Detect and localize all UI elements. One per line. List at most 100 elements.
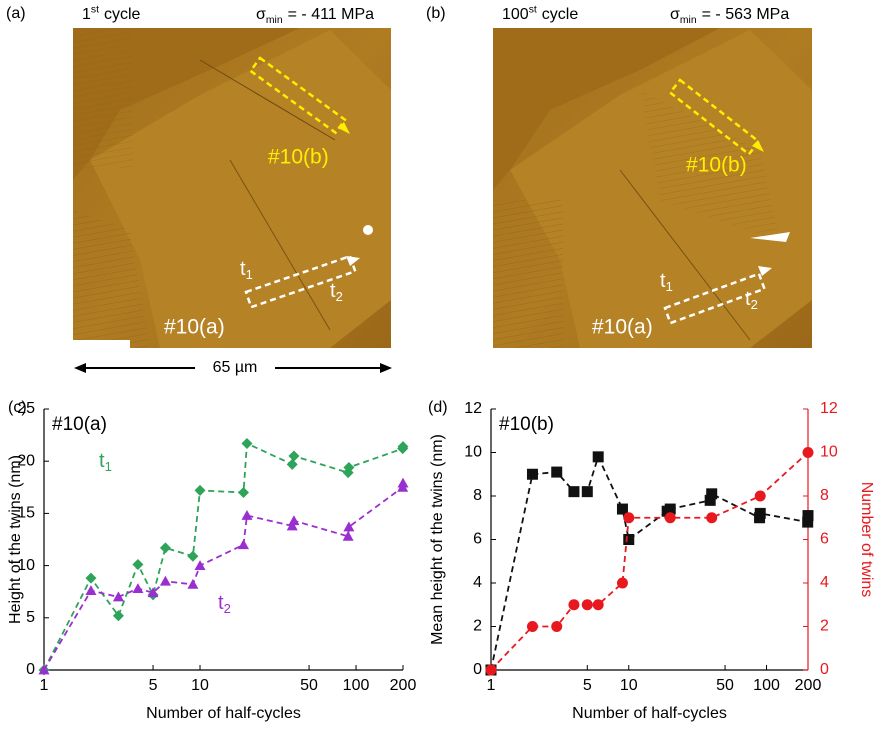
marker (112, 610, 124, 622)
marker (159, 575, 171, 586)
twin-label: t1 (660, 270, 673, 294)
marker (623, 534, 635, 545)
cycle-label-part: 100 (502, 6, 529, 23)
marker (704, 494, 716, 506)
cycle-label-part: st (529, 4, 537, 15)
marker (187, 550, 199, 562)
y2-tick-label: 8 (820, 487, 829, 504)
marker (238, 539, 250, 550)
marker (526, 468, 538, 480)
marker (343, 461, 355, 473)
twin-label: t2 (330, 280, 343, 304)
stress-label-part: σ (670, 6, 680, 23)
marker (238, 487, 250, 499)
marker (194, 560, 206, 570)
marker (241, 437, 253, 449)
y-tick-label: 25 (17, 400, 35, 417)
twin-label-part: 2 (751, 297, 758, 312)
stress-label: σmin = - 411 MPa (256, 6, 374, 25)
panel-label: (d) (428, 399, 448, 416)
marker (112, 591, 124, 602)
marker (568, 599, 580, 611)
x-tick-label: 50 (716, 677, 734, 694)
marker (343, 521, 355, 532)
y-tick-label: 5 (26, 609, 35, 626)
scale-bar: 65 µm (74, 359, 392, 376)
twin-label-part: t (240, 258, 246, 280)
x-axis-label: Number of half-cycles (572, 705, 727, 722)
marker (616, 503, 628, 515)
marker (706, 488, 718, 500)
chart-title: #10(b) (499, 414, 554, 435)
marker (288, 450, 300, 462)
y2-tick-label: 2 (820, 618, 829, 635)
y-tick-label: 0 (26, 661, 35, 678)
y-tick-label: 20 (17, 452, 35, 469)
marker (581, 599, 593, 611)
x-tick-label: 1 (40, 677, 49, 694)
series-line (490, 454, 809, 671)
y2-tick-label: 0 (820, 661, 829, 678)
y-tick-label: 10 (17, 557, 35, 574)
region-label: #10(b) (268, 146, 329, 169)
marker (551, 621, 563, 632)
marker (568, 486, 580, 498)
x-axis-label: Number of half-cycles (146, 705, 301, 722)
twin-label: t2 (745, 288, 758, 312)
cycle-label-part: 1 (82, 6, 91, 23)
marker (241, 509, 253, 520)
x-tick-label: 10 (620, 677, 638, 694)
cycle-label: 1st cycle (82, 4, 141, 23)
stress-label-part: min (680, 15, 697, 26)
y2-tick-label: 10 (820, 444, 838, 461)
cycle-label: 100st cycle (502, 4, 578, 23)
twin-label-part: 1 (246, 267, 253, 282)
y2-tick-label: 4 (820, 574, 829, 591)
series-line (43, 483, 404, 671)
marker (194, 484, 206, 496)
scale-bar-label: 65 µm (213, 359, 258, 376)
x-tick-label: 5 (583, 677, 592, 694)
x-tick-label: 200 (795, 677, 822, 694)
series-label-part: t (218, 592, 224, 614)
y2-axis-label: Number of twins (858, 482, 875, 598)
series-line (490, 451, 809, 671)
cycle-label-part: cycle (542, 6, 579, 23)
series-label-part: 2 (224, 601, 231, 616)
marker (132, 583, 144, 593)
marker (551, 466, 563, 478)
stress-label-part: = - 563 MPa (702, 6, 790, 23)
marker (706, 512, 718, 524)
series-label: t2 (218, 592, 231, 616)
twin-label-part: 2 (336, 289, 343, 304)
series-line (43, 442, 404, 671)
y-axis-label: Height of the twins (nm) (7, 455, 24, 624)
marker (286, 520, 298, 531)
x-tick-label: 50 (300, 677, 318, 694)
afm-image-b (493, 28, 812, 348)
marker (397, 477, 409, 488)
panel-label: (c) (8, 399, 27, 416)
chart-title: #10(a) (52, 414, 107, 435)
x-tick-label: 10 (191, 677, 209, 694)
stress-label-part: = - 411 MPa (288, 6, 375, 23)
x-tick-label: 1 (487, 677, 496, 694)
stress-label: σmin = - 563 MPa (670, 6, 789, 25)
marker (288, 515, 300, 526)
twin-label-part: t (660, 270, 666, 292)
marker (754, 490, 766, 502)
marker (581, 486, 593, 498)
marker (342, 530, 354, 541)
marker (623, 512, 635, 524)
twin-label-part: 1 (666, 279, 673, 294)
y-axis-label: Mean height of the twins (nm) (429, 434, 446, 645)
marker (664, 503, 676, 515)
twin-label: t1 (240, 258, 253, 282)
marker (147, 587, 159, 598)
x-tick-label: 100 (753, 677, 780, 694)
marker (592, 451, 604, 463)
y-tick-label: 6 (473, 531, 482, 548)
y2-tick-label: 12 (820, 400, 838, 417)
marker (664, 512, 676, 524)
